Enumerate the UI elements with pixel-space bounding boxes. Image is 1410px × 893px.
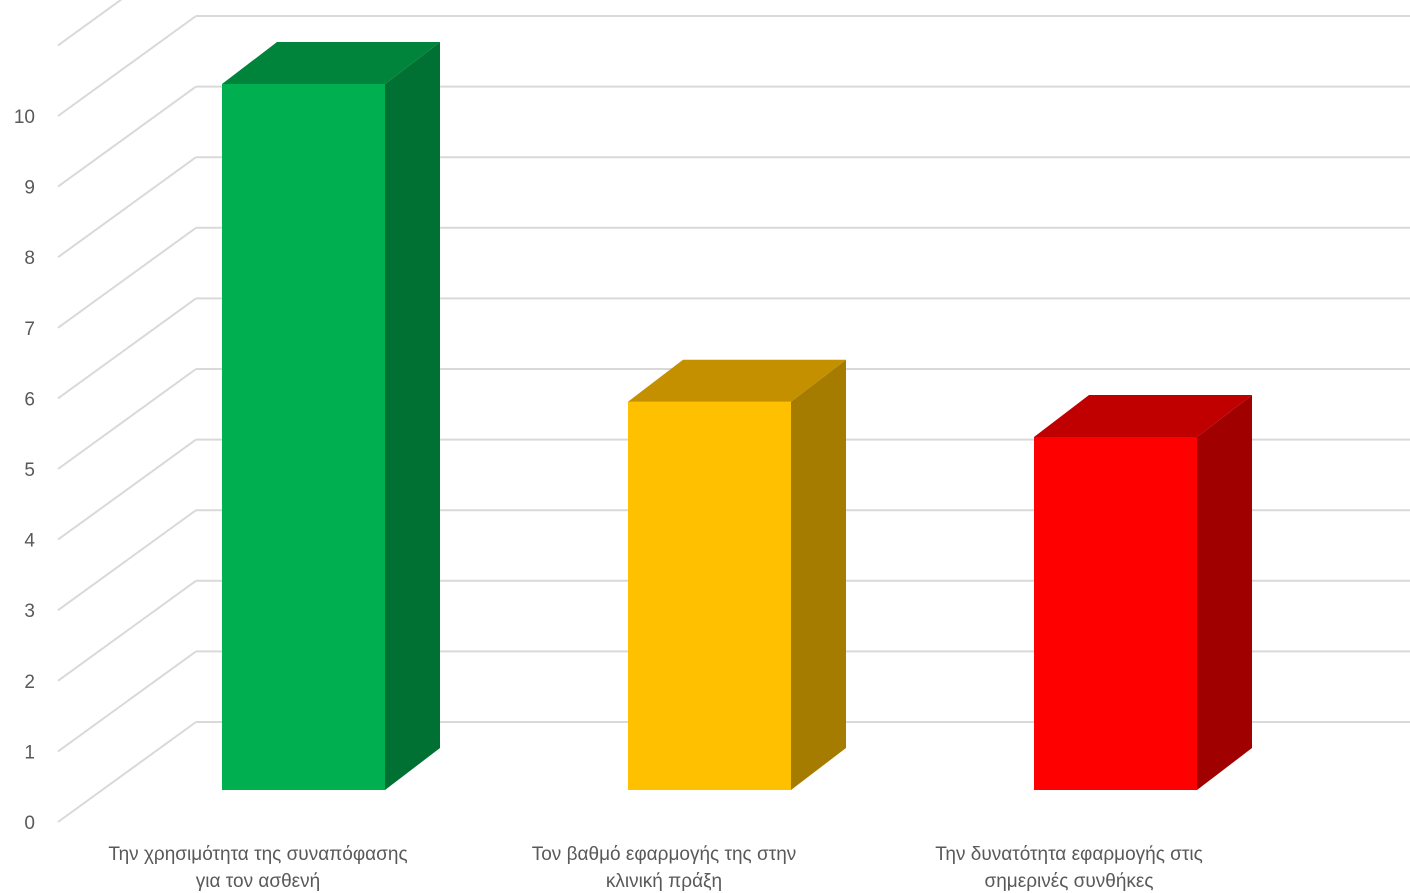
bar-side-face [1197,395,1252,790]
y-tick-label: 4 [24,531,35,552]
y-tick-label: 7 [24,319,35,340]
bars [222,42,1252,790]
side-gridline [57,226,197,329]
bar-front-face [1034,437,1197,790]
category-label: Την δυνατότητα εφαρμογής στις σημερινές σ… [935,844,1203,892]
y-tick-label: 9 [24,178,35,199]
side-gridline [57,15,197,117]
bar-side-face [385,42,440,790]
bar-front-face [222,84,385,790]
side-gridline [57,721,197,823]
y-tick-label: 2 [24,672,35,693]
side-gridline [57,368,197,470]
y-tick-label: 8 [24,248,35,269]
bar-2 [628,359,846,790]
side-gridline [57,156,197,259]
y-tick-label: 10 [14,107,35,128]
side-gridline [57,650,197,753]
bar-1 [222,42,440,790]
side-gridline [57,579,197,682]
category-label: Την χρησιμότητα της συναπόφασης για τον α… [108,844,407,892]
bar-side-face [791,359,846,790]
category-label: Τον βαθμό εφαρμογής της στην κλινική πράξ… [532,844,797,892]
category-labels: Την χρησιμότητα της συναπόφασης για τον α… [108,844,1202,892]
y-tick-label: 0 [24,813,35,834]
y-tick-label: 5 [24,460,35,481]
side-gridline [57,0,123,47]
bar-front-face [628,401,791,790]
y-tick-label: 6 [24,389,35,410]
y-tick-label: 3 [24,601,35,622]
side-gridline [57,509,197,612]
side-gridline [57,438,197,541]
bar-top-face [222,42,440,84]
y-tick-label: 1 [24,742,35,763]
side-gridline [57,85,197,188]
bar-top-face [628,359,846,402]
bar-3 [1034,395,1252,790]
side-gridline [57,297,197,400]
y-axis-ticks: 0 1 2 3 4 5 6 7 8 9 10 [14,107,36,834]
bar-top-face [1034,395,1252,437]
